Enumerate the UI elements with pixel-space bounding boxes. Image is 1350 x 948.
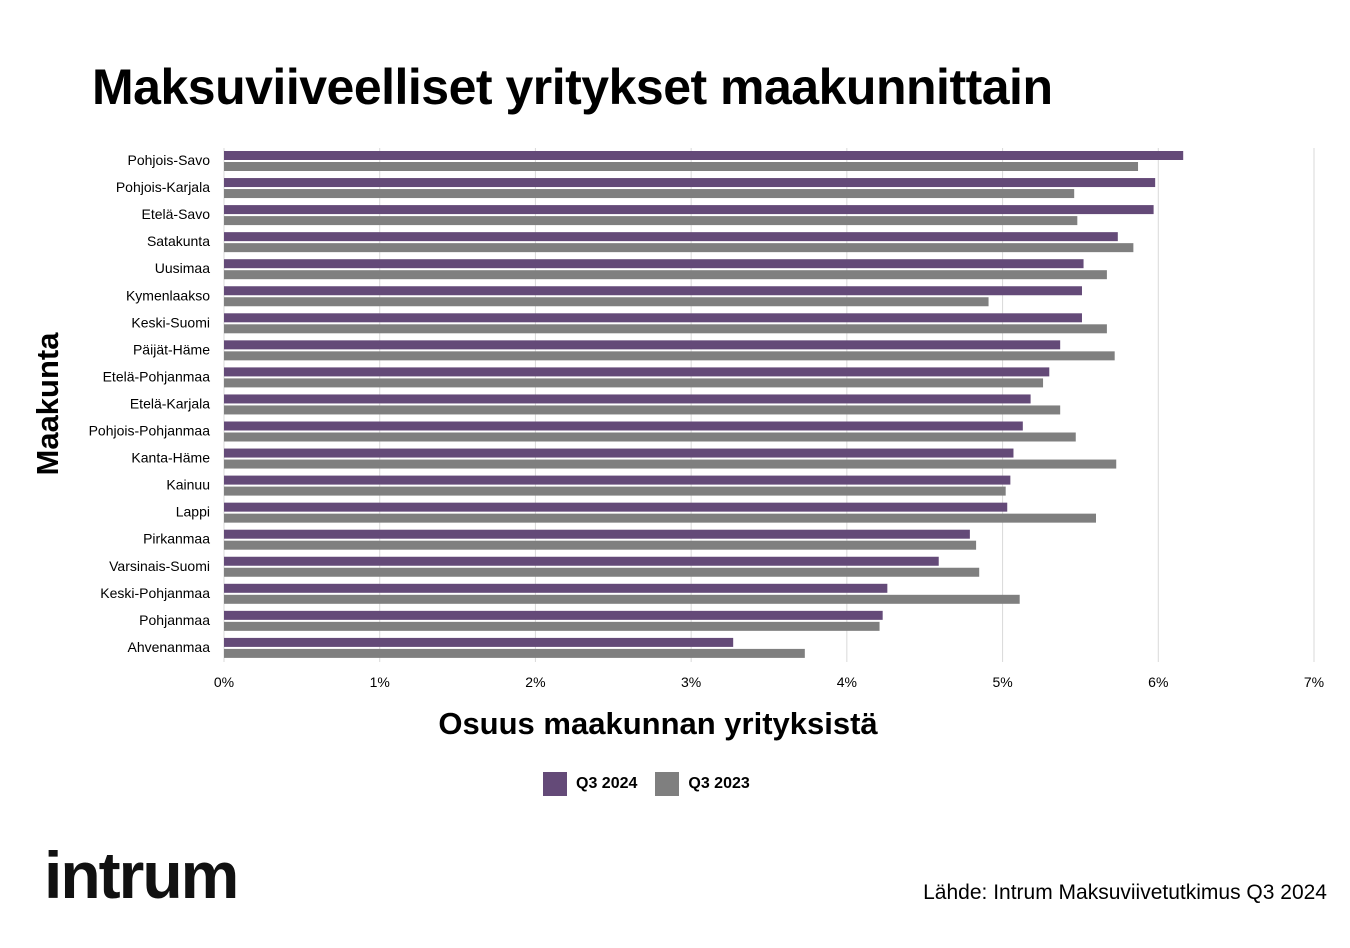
y-tick-label: Etelä-Savo <box>142 206 211 222</box>
bar-q3-2023 <box>224 270 1107 280</box>
bar-q3-2023 <box>224 162 1139 171</box>
bar-q3-2024 <box>224 367 1050 377</box>
y-tick-label: Etelä-Karjala <box>130 395 210 411</box>
bar-q3-2023 <box>224 432 1076 442</box>
y-tick-label: Keski-Pohjanmaa <box>100 585 210 601</box>
bar-q3-2023 <box>224 513 1096 523</box>
bar-q3-2023 <box>224 459 1117 469</box>
bar-q3-2024 <box>224 151 1184 160</box>
y-tick-label: Kanta-Häme <box>131 450 210 466</box>
y-tick-label: Etelä-Pohjanmaa <box>103 368 211 384</box>
bar-q3-2023 <box>224 189 1075 199</box>
x-axis-label: Osuus maakunnan yrityksistä <box>438 706 878 741</box>
bar-q3-2023 <box>224 378 1044 388</box>
legend-label-q3-2024: Q3 2024 <box>576 775 638 792</box>
bar-q3-2024 <box>224 259 1084 269</box>
bar-q3-2023 <box>224 216 1078 226</box>
x-tick-label: 7% <box>1304 674 1324 690</box>
bar-q3-2023 <box>224 243 1134 253</box>
x-tick-label: 5% <box>992 674 1012 690</box>
bar-q3-2023 <box>224 567 980 577</box>
legend: Q3 2024 Q3 2023 <box>543 772 768 796</box>
x-tick-label: 2% <box>525 674 545 690</box>
y-tick-label: Päijät-Häme <box>133 341 210 357</box>
bar-q3-2024 <box>224 394 1031 404</box>
intrum-logo: intrum <box>44 838 239 912</box>
source-note: Lähde: Intrum Maksuviivetutkimus Q3 2024 <box>923 881 1327 904</box>
bar-q3-2024 <box>224 610 883 620</box>
bar-q3-2024 <box>224 178 1156 188</box>
y-tick-label: Satakunta <box>147 233 210 249</box>
bar-q3-2024 <box>224 286 1082 296</box>
legend-label-q3-2023: Q3 2023 <box>688 775 750 792</box>
y-tick-label: Pohjanmaa <box>139 612 210 628</box>
bar-q3-2023 <box>224 405 1061 415</box>
x-tick-label: 1% <box>370 674 390 690</box>
bar-q3-2023 <box>224 621 880 631</box>
bar-q3-2024 <box>224 340 1061 350</box>
bar-q3-2024 <box>224 313 1082 323</box>
x-tick-label: 3% <box>681 674 701 690</box>
x-tick-label: 0% <box>214 674 234 690</box>
bar-q3-2023 <box>224 540 977 550</box>
bar-q3-2024 <box>224 232 1118 242</box>
y-tick-label: Kainuu <box>166 477 210 493</box>
y-tick-label: Pirkanmaa <box>143 531 210 547</box>
y-tick-label: Pohjois-Pohjanmaa <box>89 423 211 439</box>
bar-q3-2024 <box>224 421 1023 431</box>
x-tick-label: 6% <box>1148 674 1168 690</box>
bar-q3-2024 <box>224 502 1008 512</box>
legend-item-q3-2024: Q3 2024 <box>543 772 637 796</box>
legend-swatch-q3-2023 <box>655 772 680 796</box>
bar-chart: 0% 1% 2% 3% 4% 5% 6% 7% Pohjois-Savo Pohjois-Karj… <box>89 148 1324 690</box>
chart-title: Maksuviiveelliset yritykset maakunnittai… <box>92 59 1053 115</box>
y-tick-label: Varsinais-Suomi <box>109 558 210 574</box>
y-tick-label: Ahvenanmaa <box>127 639 210 655</box>
bar-q3-2024 <box>224 205 1154 215</box>
bar-q3-2024 <box>224 556 939 566</box>
bar-q3-2024 <box>224 583 888 593</box>
y-tick-label: Pohjois-Karjala <box>116 179 210 195</box>
bar-q3-2024 <box>224 475 1011 485</box>
bar-q3-2023 <box>224 297 989 307</box>
bar-q3-2024 <box>224 529 970 539</box>
legend-swatch-q3-2024 <box>543 772 567 796</box>
y-tick-label: Uusimaa <box>155 260 210 276</box>
bar-q3-2024 <box>224 637 734 647</box>
y-tick-label: Kymenlaakso <box>126 287 210 303</box>
bar-q3-2023 <box>224 486 1006 496</box>
x-tick-label: 4% <box>837 674 857 690</box>
y-tick-label: Lappi <box>176 504 210 520</box>
bar-q3-2023 <box>224 648 805 658</box>
y-tick-label: Keski-Suomi <box>131 314 210 330</box>
bar-q3-2023 <box>224 594 1020 604</box>
bar-q3-2024 <box>224 448 1014 458</box>
bar-q3-2023 <box>224 351 1115 361</box>
legend-item-q3-2023: Q3 2023 <box>655 772 750 796</box>
bar-q3-2023 <box>224 324 1107 334</box>
y-tick-label: Pohjois-Savo <box>128 152 211 168</box>
